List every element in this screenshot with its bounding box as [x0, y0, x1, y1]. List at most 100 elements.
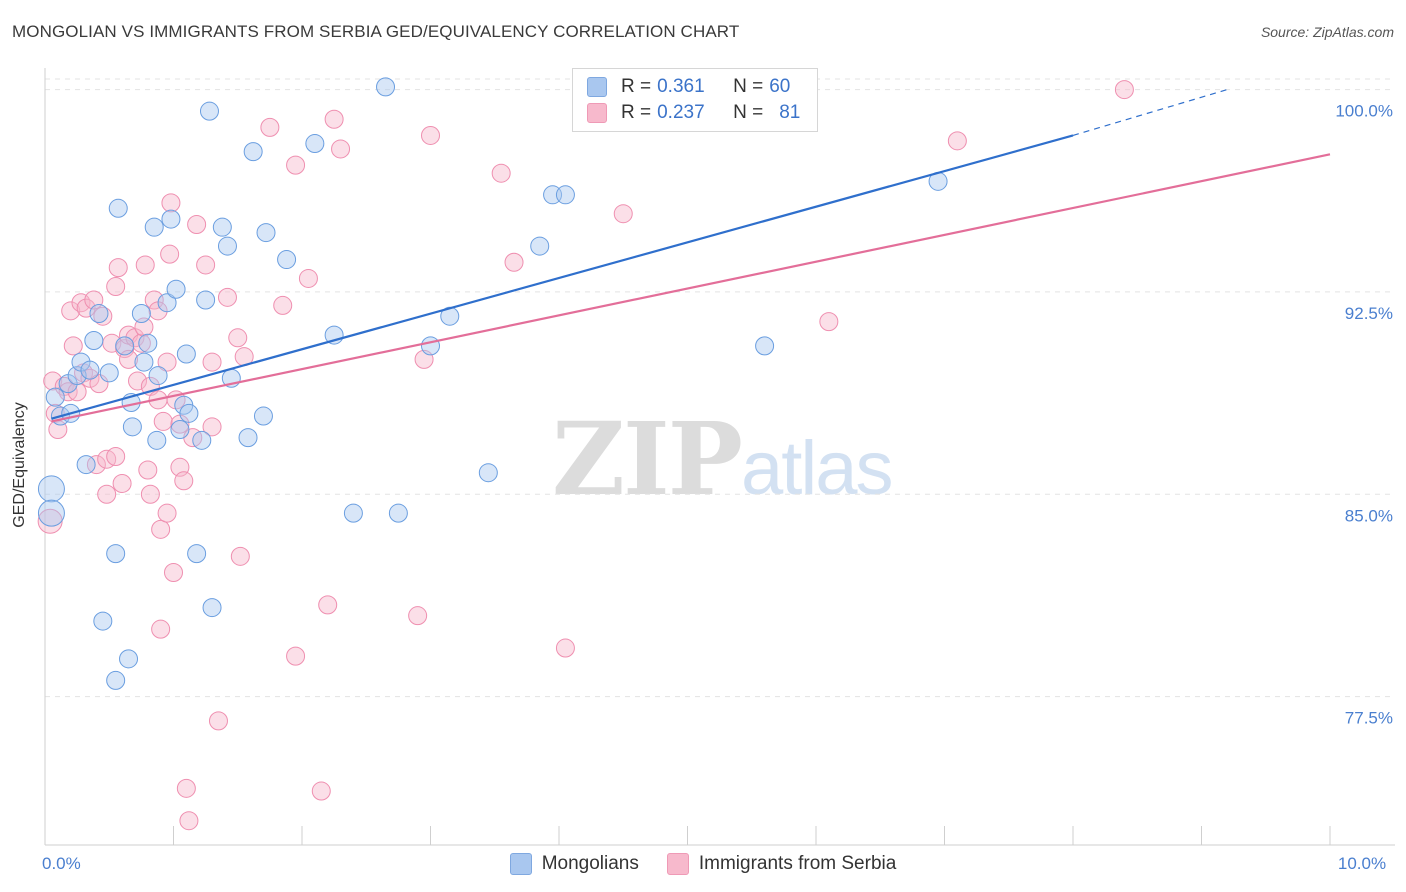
y-tick-label: 92.5% [1345, 304, 1393, 323]
point-serbia [86, 455, 106, 475]
point-serbia [151, 519, 171, 539]
point-serbia [131, 333, 151, 353]
series-swatch-serbia [666, 853, 689, 875]
point-mongolians [115, 336, 135, 356]
point-serbia [76, 298, 96, 318]
source-credit: Source: ZipAtlas.com [1260, 24, 1394, 40]
point-mongolians [202, 598, 222, 618]
y-tick-label: 85.0% [1345, 506, 1393, 525]
point-mongolians [755, 336, 775, 356]
point-serbia [135, 255, 155, 275]
point-serbia [128, 371, 148, 391]
point-mongolians [170, 420, 190, 440]
series-legend: Mongolians Immigrants from Serbia [0, 853, 1406, 875]
point-serbia [161, 193, 181, 213]
point-serbia [138, 460, 158, 480]
point-serbia [164, 563, 183, 583]
point-serbia [174, 471, 194, 491]
legend-row-serbia: R = 0.237 N = 81 [587, 100, 800, 126]
point-serbia [408, 606, 428, 626]
point-serbia [112, 473, 132, 493]
point-mongolians [147, 430, 167, 450]
legend-n-label: N = [733, 102, 764, 123]
point-mongolians [80, 360, 100, 380]
point-serbia [331, 139, 351, 159]
trendline-mongolians [51, 134, 1074, 420]
point-mongolians [37, 475, 65, 503]
point-mongolians [45, 387, 65, 407]
point-mongolians [478, 463, 498, 483]
point-mongolians [530, 236, 550, 256]
point-mongolians [144, 217, 164, 237]
point-serbia [45, 403, 65, 423]
point-mongolians [179, 403, 199, 423]
point-serbia [947, 131, 967, 151]
point-serbia [176, 778, 196, 798]
point-mongolians [192, 430, 212, 450]
legend-n-label: N = [733, 76, 764, 97]
watermark-atlas: atlas [740, 426, 894, 511]
point-mongolians [119, 649, 139, 669]
point-serbia [324, 109, 344, 129]
point-serbia [555, 638, 575, 658]
point-serbia [43, 371, 63, 391]
point-serbia [160, 244, 180, 264]
point-serbia [63, 336, 83, 356]
x-tick-label: 0.0% [42, 854, 81, 873]
series-legend-serbia: Immigrants from Serbia [666, 853, 897, 875]
point-mongolians [89, 304, 109, 324]
point-serbia [286, 155, 306, 175]
point-mongolians [421, 336, 440, 356]
point-serbia [318, 595, 338, 615]
point-mongolians [212, 217, 232, 237]
watermark: ZIPatlas [552, 400, 894, 518]
point-serbia [140, 484, 160, 504]
point-mongolians [217, 236, 237, 256]
legend-swatch-mongolians [587, 77, 607, 97]
chart-title: MONGOLIAN VS IMMIGRANTS FROM SERBIA GED/… [12, 22, 740, 41]
point-serbia [613, 204, 633, 224]
stats-legend: R = 0.361 N = 60 R = 0.237 N = 81 [572, 68, 818, 132]
point-mongolians [243, 142, 263, 162]
legend-n-value: 81 [779, 102, 801, 123]
point-serbia [97, 484, 117, 504]
point-mongolians [93, 611, 113, 631]
point-mongolians [277, 250, 297, 270]
point-mongolians [166, 279, 186, 299]
series-legend-mongolians: Mongolians [509, 853, 639, 875]
point-mongolians [106, 670, 126, 690]
point-serbia [421, 125, 440, 145]
series-label-mongolians: Mongolians [541, 853, 639, 874]
point-serbia [61, 301, 81, 321]
trendline-serbia [51, 153, 1331, 423]
point-mongolians [305, 134, 325, 154]
point-mongolians [99, 363, 119, 383]
series-label-serbia: Immigrants from Serbia [698, 853, 897, 874]
y-tick-label: 100.0% [1335, 102, 1393, 121]
point-serbia [106, 447, 126, 466]
point-serbia [819, 312, 839, 332]
point-mongolians [84, 330, 104, 350]
legend-row-mongolians: R = 0.361 N = 60 [587, 74, 790, 100]
point-mongolians [376, 77, 396, 97]
point-serbia [151, 619, 171, 639]
point-mongolians [76, 455, 96, 475]
point-mongolians [343, 503, 363, 523]
point-serbia [108, 258, 128, 278]
point-mongolians [108, 198, 128, 218]
point-mongolians [555, 185, 575, 205]
point-serbia [286, 646, 306, 666]
point-serbia [504, 252, 524, 272]
legend-swatch-serbia [587, 103, 607, 123]
point-serbia [260, 117, 280, 137]
point-serbia [273, 295, 293, 315]
point-mongolians [388, 503, 408, 523]
point-serbia [202, 352, 222, 372]
point-serbia [217, 287, 237, 307]
point-serbia [230, 546, 250, 566]
point-serbia [157, 503, 177, 523]
legend-r-value: 0.237 [657, 102, 705, 123]
series-swatch-mongolians [509, 853, 532, 875]
point-mongolians [253, 406, 273, 426]
legend-r-label: R = [621, 102, 652, 123]
